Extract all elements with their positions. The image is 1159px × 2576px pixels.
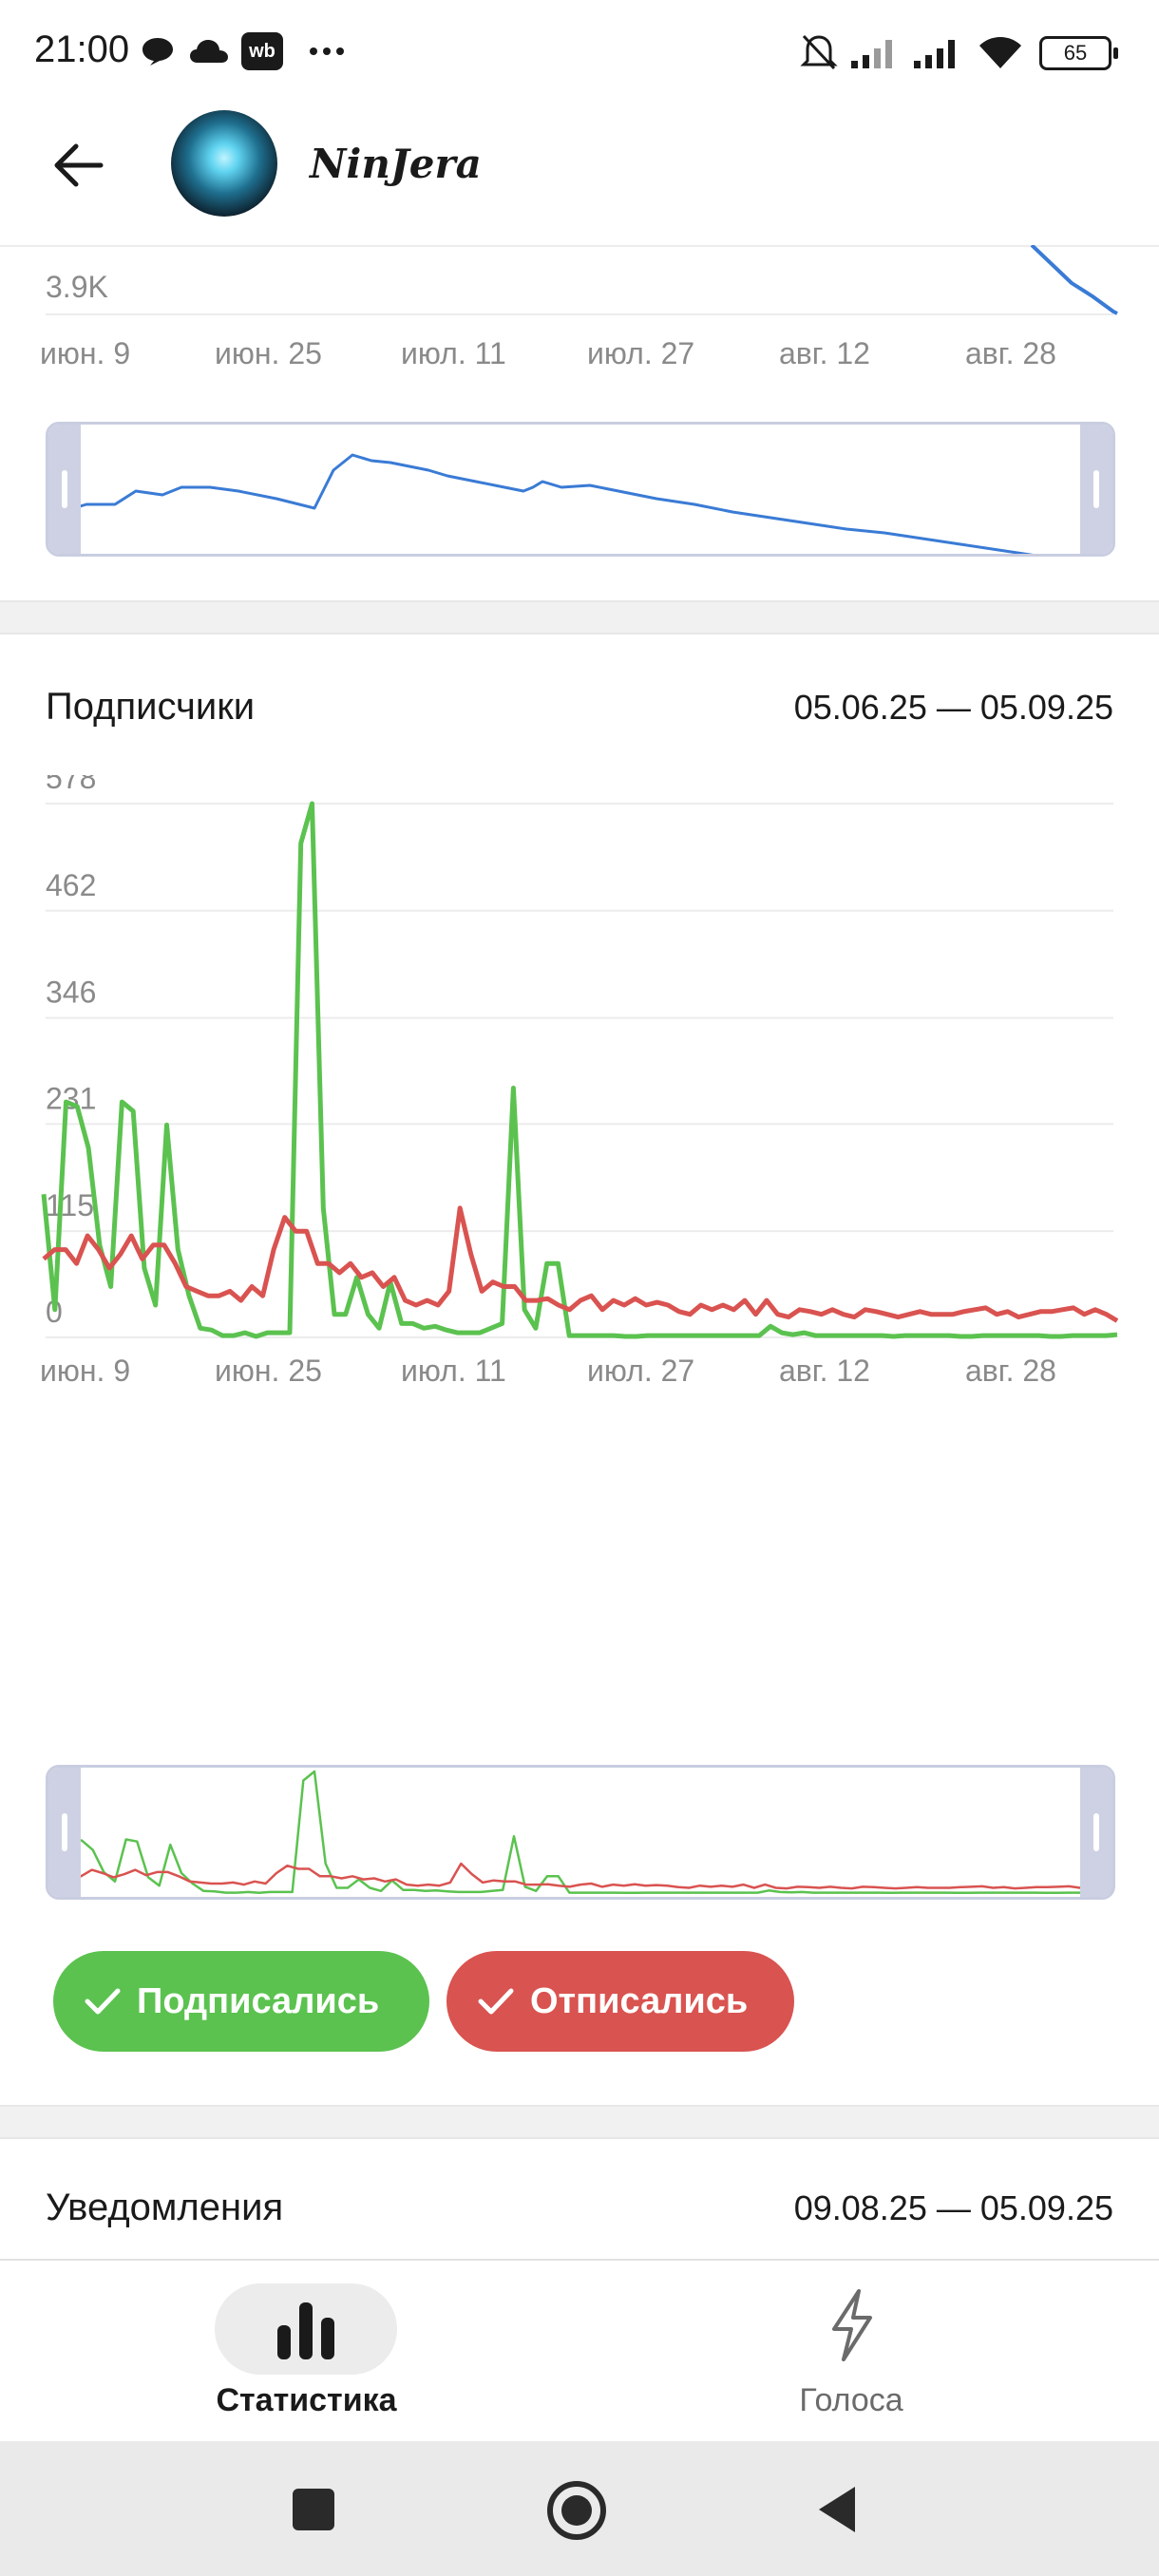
x-tick: авг. 28 [965,336,1056,370]
x-tick-label: июн. 25 [215,1354,322,1388]
wifi-icon [979,37,1021,68]
back-button[interactable] [815,2485,859,2534]
x-tick: авг. 12 [779,336,870,370]
chat-bubble-icon [142,38,173,66]
cloud-icon [190,40,228,63]
navigator-left-handle[interactable] [48,1768,81,1897]
y-tick-label: 578 [46,775,96,795]
series-line-subscribed [41,801,1118,1339]
x-tick-label: июл. 11 [401,1354,506,1388]
section-divider [0,600,1159,635]
lightning-icon [832,2289,872,2361]
battery-icon: 65 [1039,36,1118,70]
navigator-right-handle[interactable] [1080,425,1112,554]
x-tick: июн. 25 [215,336,322,370]
notifications-section: Уведомления 09.08.25 — 05.09.25 [0,2137,1159,2259]
x-tick: июл. 11 [401,336,506,370]
bottom-nav: Статистика Голоса [0,2259,1159,2443]
toggle-unsubscribed-button[interactable]: Отписались [446,1951,794,2052]
navigator-line-subscribed [48,1770,1112,1895]
y-tick-label: 462 [46,868,96,902]
status-time: 21:00 [34,28,130,70]
recents-button[interactable] [293,2489,334,2530]
subscribers-range-navigator[interactable] [46,1765,1115,1900]
check-icon [85,1988,121,2015]
y-tick-label: 346 [46,975,96,1010]
x-tick: июл. 27 [587,336,695,370]
signal-icon [914,40,955,68]
x-tick-label: июл. 27 [587,1354,694,1388]
section-title: Уведомления [46,2187,284,2228]
battery-level: 65 [1063,41,1088,65]
x-tick-label: авг. 12 [779,1354,870,1388]
signal-icon [851,40,892,68]
section-divider [0,2105,1159,2139]
home-button[interactable] [547,2481,606,2540]
y-axis-label: 3.9K [46,270,108,304]
views-navigator-line [48,453,1034,554]
views-range-navigator[interactable] [46,422,1115,557]
grid-line [46,313,1113,315]
wb-app-icon: wb [241,32,283,70]
legend-label: Отписались [530,1980,749,2021]
nav-tab-statistics[interactable]: Статистика [95,2261,518,2443]
more-dots-icon [310,47,344,55]
toggle-subscribed-button[interactable]: Подписались [53,1951,429,2052]
check-icon [478,1988,514,2015]
y-tick-label: 231 [46,1081,96,1115]
nav-label: Статистика [216,2382,397,2418]
series-line-unsubscribed [42,1205,1119,1323]
legend-label: Подписались [137,1980,380,2021]
date-range[interactable]: 09.08.25 — 05.09.25 [793,2188,1113,2227]
views-chart-section: 3.9K июн. 9 июн. 25 июл. 11 июл. 27 авг.… [0,245,1159,600]
channel-name: NinJera [310,141,482,187]
channel-avatar[interactable] [171,110,277,217]
x-tick-label: авг. 28 [965,1354,1056,1388]
subscribers-section: Подписчики 05.06.25 — 05.09.25 578 462 346… [0,633,1159,2105]
y-tick-label: 115 [46,1188,94,1222]
app-header: NinJera [0,104,1159,247]
bell-muted-icon [800,34,838,70]
nav-label: Голоса [799,2382,903,2418]
bar-chart-icon [277,2302,334,2359]
status-bar: 21:00 wb 65 [0,0,1159,104]
subscribers-navigator-chart [48,1770,1112,1895]
navigator-right-handle[interactable] [1080,1768,1112,1897]
nav-tab-votes[interactable]: Голоса [665,2261,1037,2443]
back-arrow-icon[interactable] [49,137,106,194]
views-line [1030,245,1118,315]
x-tick: июн. 9 [40,336,131,370]
x-tick-label: июн. 9 [40,1354,130,1388]
navigator-line-unsubscribed [48,1862,1112,1891]
system-navigation-bar [0,2441,1159,2576]
section-title: Подписчики [46,686,256,728]
navigator-left-handle[interactable] [48,425,81,554]
date-range[interactable]: 05.06.25 — 05.09.25 [793,688,1113,727]
